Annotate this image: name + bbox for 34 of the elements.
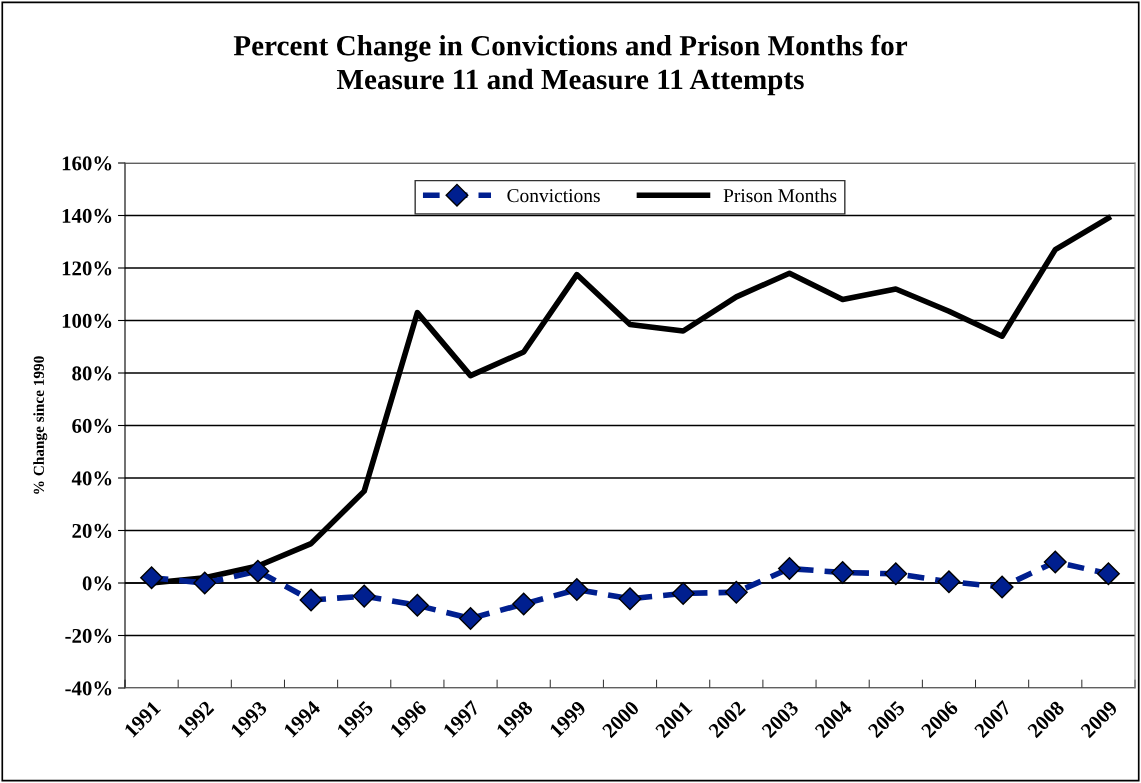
- point: [777, 557, 801, 581]
- y-tick-label: 60%: [72, 418, 112, 433]
- y-tick-label: 20%: [72, 523, 112, 538]
- point: [565, 578, 589, 602]
- y-tick-label: 0%: [82, 576, 112, 591]
- point: [352, 584, 376, 608]
- y-tick-label: 80%: [72, 366, 112, 381]
- y-axis-title: % Change since 1990: [33, 356, 48, 494]
- point: [884, 562, 908, 586]
- point: [831, 561, 855, 584]
- y-tick-label: 100%: [62, 313, 112, 328]
- point: [990, 575, 1014, 599]
- legend-label: Convictions: [507, 189, 600, 203]
- point: [1096, 562, 1120, 586]
- point: [299, 588, 323, 612]
- point: [512, 592, 536, 616]
- point: [618, 587, 642, 611]
- y-tick-label: -40%: [65, 681, 112, 696]
- point: [937, 570, 961, 594]
- y-tick-label: 140%: [62, 208, 112, 223]
- point: [671, 582, 695, 605]
- point: [405, 593, 429, 617]
- y-tick-label: 40%: [71, 471, 112, 486]
- point: [246, 559, 270, 583]
- point: [1043, 550, 1067, 574]
- y-tick-label: 160%: [62, 156, 112, 171]
- y-tick-label: -20%: [65, 628, 112, 643]
- y-tick-label: 120%: [62, 261, 112, 276]
- point: [724, 580, 748, 604]
- legend-label: Prison Months: [723, 188, 837, 203]
- point: [193, 571, 217, 595]
- point: [459, 606, 483, 630]
- chart-title: Percent Change in Convictions and Prison Months for Measure 11 and Measure 11 Attempts: [233, 34, 908, 96]
- point: [140, 566, 164, 590]
